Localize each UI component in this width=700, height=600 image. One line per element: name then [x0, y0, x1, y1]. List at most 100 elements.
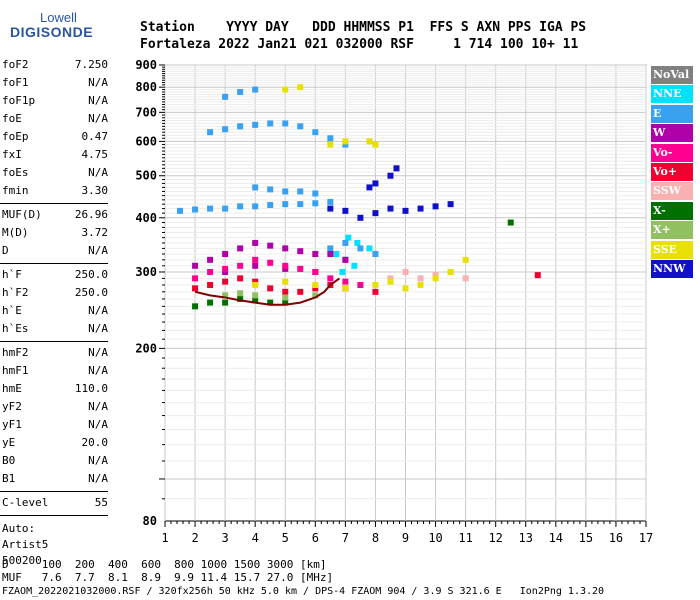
param-row: B1 N/A [2, 472, 108, 490]
data-point [222, 93, 229, 100]
data-point [372, 288, 379, 295]
data-point [342, 285, 349, 292]
data-point [297, 265, 304, 272]
x-tick-label: 2 [191, 531, 198, 545]
data-point [192, 275, 199, 282]
param-row: fmin 3.30 [2, 184, 108, 202]
data-point [252, 292, 259, 299]
data-point [372, 180, 379, 187]
data-point [447, 201, 454, 208]
param-value: N/A [88, 472, 108, 485]
data-point [177, 207, 184, 214]
param-label: foF1p [2, 94, 36, 107]
param-label: D [2, 244, 9, 257]
data-point [297, 248, 304, 255]
legend-item-ssw: SSW [651, 182, 693, 201]
data-point [222, 205, 229, 212]
data-point [402, 268, 409, 275]
data-point [534, 272, 541, 279]
data-point [222, 278, 229, 285]
data-point [387, 172, 394, 179]
data-point [327, 251, 334, 258]
param-row: h`Es N/A [2, 322, 108, 340]
param-row: h`E N/A [2, 304, 108, 322]
x-tick-label: 11 [458, 531, 472, 545]
legend-item-nnw: NNW [651, 260, 693, 278]
x-tick-label: 10 [428, 531, 442, 545]
x-tick-label: 1 [161, 531, 168, 545]
data-point [432, 275, 439, 282]
auto-info-line: Auto: [2, 522, 36, 535]
series-x [222, 290, 319, 301]
data-point [222, 126, 229, 133]
param-value: 4.75 [81, 148, 109, 161]
data-point [297, 188, 304, 195]
data-point [447, 268, 454, 275]
param-value: 26.96 [74, 208, 108, 221]
data-point [312, 292, 319, 299]
data-point [342, 256, 349, 263]
x-tick-label: 12 [488, 531, 502, 545]
param-value: N/A [88, 400, 108, 413]
data-point [297, 201, 304, 208]
y-tick-label: 80 [143, 514, 157, 528]
data-point [297, 84, 304, 91]
data-point [327, 135, 334, 142]
series-x [192, 219, 514, 310]
legend-item-e: E [651, 104, 693, 123]
data-point [282, 278, 289, 285]
data-point [222, 265, 229, 272]
param-row: yF2 N/A [2, 400, 108, 418]
data-point [432, 272, 439, 279]
data-point [282, 288, 289, 295]
data-point [282, 299, 289, 306]
y-tick-label: 300 [135, 265, 157, 279]
data-point [222, 268, 229, 275]
data-point [252, 121, 259, 128]
data-point [207, 129, 214, 136]
legend-item-nne: NNE [651, 85, 693, 104]
param-value: 7.250 [74, 58, 108, 71]
param-row: h`F2 250.0 [2, 286, 108, 304]
param-label: hmF1 [2, 364, 29, 377]
legend-item-vo: Vo+ [651, 163, 693, 181]
series-nnw [327, 165, 454, 221]
data-point [507, 219, 514, 226]
legend-item-vo: Vo- [651, 143, 693, 162]
legend-item-x: X+ [651, 221, 693, 240]
data-point [387, 205, 394, 212]
data-point [372, 251, 379, 258]
param-label: foF2 [2, 58, 29, 71]
logo-digisonde: DIGISONDE [10, 24, 94, 40]
param-row: hmF1 N/A [2, 364, 108, 382]
data-point [237, 203, 244, 210]
data-point [282, 120, 289, 127]
data-point [357, 281, 364, 288]
param-label: hmE [2, 382, 22, 395]
y-tick-label: 800 [135, 80, 157, 94]
param-label: h`Es [2, 322, 29, 335]
data-point [282, 188, 289, 195]
data-point [207, 256, 214, 263]
param-row: foF1p N/A [2, 94, 108, 112]
param-label: foEp [2, 130, 29, 143]
data-point [267, 299, 274, 306]
param-value: 20.0 [81, 436, 109, 449]
data-point [192, 285, 199, 292]
param-label: foEs [2, 166, 29, 179]
data-point [357, 214, 364, 221]
param-value: N/A [88, 364, 108, 377]
data-point [207, 268, 214, 275]
data-point [192, 206, 199, 213]
data-point [282, 201, 289, 208]
header-row-values: Fortaleza 2022 Jan21 021 032000 RSF 1 71… [140, 37, 579, 52]
param-row: foEp 0.47 [2, 130, 108, 148]
data-point [327, 275, 334, 282]
data-point [462, 256, 469, 263]
param-row: D N/A [2, 244, 108, 262]
data-point [252, 184, 259, 191]
data-point [267, 186, 274, 193]
data-point [342, 207, 349, 214]
param-row: hmE 110.0 [2, 382, 108, 400]
data-point [327, 141, 334, 148]
